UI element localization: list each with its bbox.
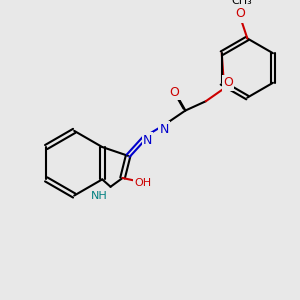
Text: O: O xyxy=(223,76,233,89)
Text: N: N xyxy=(143,134,152,147)
Text: CH₃: CH₃ xyxy=(231,0,252,7)
Text: O: O xyxy=(169,85,179,98)
Text: N: N xyxy=(160,122,169,136)
Text: O: O xyxy=(235,7,245,20)
Text: OH: OH xyxy=(134,178,152,188)
Text: NH: NH xyxy=(91,191,108,201)
